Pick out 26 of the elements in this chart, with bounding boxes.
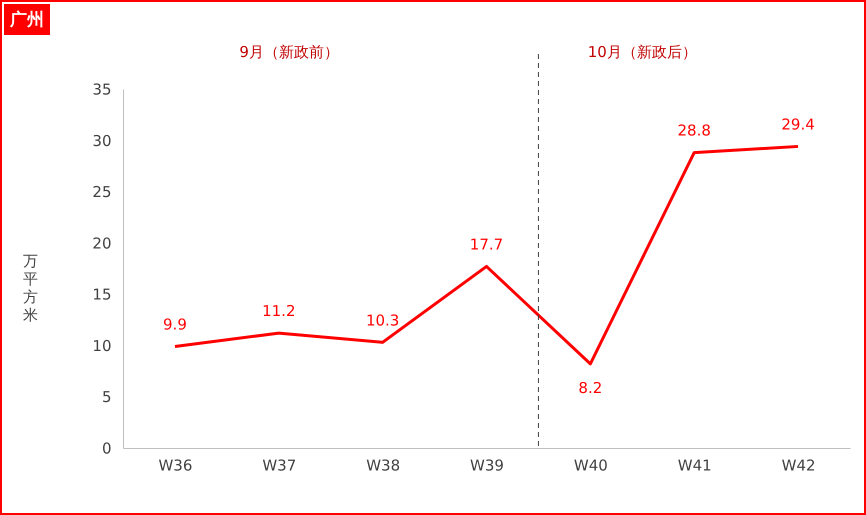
- x-tick-label: W38: [366, 456, 400, 474]
- y-tick-label: 0: [102, 440, 112, 458]
- y-tick-label: 35: [92, 80, 112, 98]
- data-label: 28.8: [678, 122, 711, 140]
- data-label: 29.4: [781, 115, 815, 134]
- y-tick-label: 25: [92, 183, 112, 202]
- y-tick-label: 15: [92, 286, 112, 304]
- x-tick-label: W37: [262, 456, 296, 474]
- x-tick-label: W39: [470, 456, 504, 474]
- data-label: 11.2: [262, 302, 296, 320]
- y-tick-label: 5: [102, 388, 112, 406]
- x-tick-label: W41: [678, 456, 712, 474]
- x-tick-label: W40: [574, 456, 608, 474]
- y-axis-title: 万平方米: [22, 252, 38, 324]
- data-label: 8.2: [578, 378, 602, 397]
- data-label: 9.9: [163, 315, 187, 334]
- data-label: 10.3: [366, 311, 400, 330]
- text: 9月（新政前）: [239, 43, 339, 61]
- y-tick-label: 20: [92, 234, 112, 252]
- chart-title: 广州: [4, 4, 50, 35]
- y-tick-label: 30: [92, 132, 112, 150]
- y-tick-label: 10: [92, 336, 112, 355]
- data-label: 17.7: [470, 235, 504, 254]
- x-tick-label: W42: [782, 456, 816, 474]
- x-tick-label: W36: [158, 456, 192, 474]
- text: 10月（新政后）: [588, 43, 697, 61]
